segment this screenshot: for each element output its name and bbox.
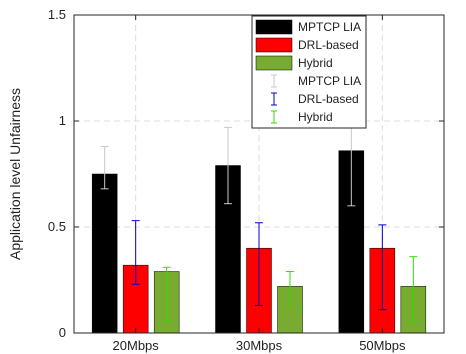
y-tick-label: 0.5 — [48, 219, 66, 234]
legend-label: MPTCP LIA — [298, 20, 361, 34]
legend-errorbar-label: MPTCP LIA — [298, 74, 361, 88]
y-tick-label: 1.5 — [48, 7, 66, 22]
y-axis-label: Application level Unfairness — [7, 88, 23, 260]
bar — [91, 173, 118, 334]
legend-box — [251, 15, 367, 129]
y-tick-label: 0 — [59, 325, 66, 340]
legend-label: DRL-based — [298, 38, 359, 52]
x-tick-label: 50Mbps — [359, 338, 406, 353]
legend-swatch — [255, 19, 293, 35]
x-tick-label: 30Mbps — [236, 338, 283, 353]
legend-swatch — [255, 37, 293, 53]
legend-label: Hybrid — [298, 56, 333, 70]
axis-ticks: 0 0.5 1 1.5 20Mbps 30Mbps 50Mbps — [48, 7, 444, 353]
x-tick-label: 20Mbps — [113, 338, 160, 353]
legend-errorbar-label: Hybrid — [298, 110, 333, 124]
legend-swatch — [255, 55, 293, 71]
y-tick-label: 1 — [59, 113, 66, 128]
legend-errorbar-label: DRL-based — [298, 92, 359, 106]
legend: MPTCP LIA DRL-based Hybrid MPTCP LIA DRL-bas… — [251, 15, 367, 129]
